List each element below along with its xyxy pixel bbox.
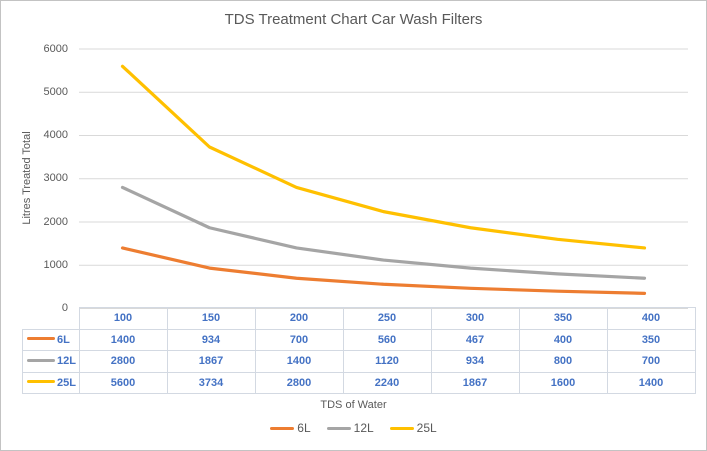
table-value-cell: 800 <box>518 350 608 373</box>
table-value-cell: 467 <box>430 328 520 351</box>
table-value-cell: 1400 <box>78 328 168 351</box>
series-name: 25L <box>57 376 76 389</box>
x-tick-label: 400 <box>606 307 696 330</box>
table-value-cell: 1600 <box>518 371 608 394</box>
legend-swatch-12L <box>326 426 351 430</box>
series-row-label: 25L <box>22 371 80 394</box>
table-value-cell: 934 <box>166 328 256 351</box>
series-line-12L <box>120 185 647 280</box>
table-value-cell: 1120 <box>342 350 432 373</box>
series-swatch-25L <box>27 380 55 384</box>
legend-label: 12L <box>353 421 374 435</box>
table-value-cell: 1400 <box>254 350 344 373</box>
table-row-25L: 25L 5600 3734 2800 2240 1867 1600 1400 <box>22 371 696 394</box>
x-tick-label: 150 <box>166 307 256 330</box>
legend-item-25L: 25L <box>389 421 437 435</box>
table-row-6L: 6L 1400 934 700 560 467 400 350 <box>22 328 696 351</box>
series-row-label: 12L <box>22 350 80 373</box>
legend-swatch-25L <box>389 426 414 430</box>
table-value-cell: 1867 <box>166 350 256 373</box>
y-tick-label: 2000 <box>43 215 68 228</box>
legend: 6L 12L 25L <box>1 421 706 435</box>
series-name: 6L <box>57 333 70 346</box>
legend-item-6L: 6L <box>270 421 311 435</box>
series-row-label: 6L <box>22 328 80 351</box>
legend-label: 25L <box>416 421 437 435</box>
y-tick-label: 6000 <box>43 42 68 55</box>
table-value-cell: 400 <box>518 328 608 351</box>
y-tick-label: 5000 <box>43 85 68 98</box>
data-table-grid: 100 150 200 250 300 350 400 6L 1400 934 700 560 467 4… <box>22 307 696 394</box>
legend-swatch-6L <box>270 426 295 430</box>
table-value-cell: 700 <box>606 350 696 373</box>
series-line-25L <box>120 64 647 250</box>
table-corner-cell <box>22 307 80 330</box>
table-value-cell: 5600 <box>78 371 168 394</box>
table-value-cell: 1400 <box>606 371 696 394</box>
x-tick-label: 350 <box>518 307 608 330</box>
series-line-6L <box>120 246 647 295</box>
table-row-12L: 12L 2800 1867 1400 1120 934 800 700 <box>22 350 696 373</box>
table-value-cell: 2800 <box>254 371 344 394</box>
legend-label: 6L <box>297 421 311 435</box>
table-value-cell: 2800 <box>78 350 168 373</box>
chart-data-table: 100 150 200 250 300 350 400 6L 1400 934 700 560 467 4… <box>22 307 696 394</box>
table-value-cell: 934 <box>430 350 520 373</box>
table-value-cell: 3734 <box>166 371 256 394</box>
series-swatch-6L <box>27 337 55 341</box>
x-tick-label: 200 <box>254 307 344 330</box>
x-tick-label: 250 <box>342 307 432 330</box>
series-swatch-12L <box>27 358 55 362</box>
table-value-cell: 350 <box>606 328 696 351</box>
series-name: 12L <box>57 355 76 368</box>
x-tick-label: 100 <box>78 307 168 330</box>
x-axis-title: TDS of Water <box>320 399 387 411</box>
y-tick-label: 4000 <box>43 129 68 141</box>
y-tick-label: 3000 <box>43 172 68 185</box>
table-value-cell: 1867 <box>430 371 520 394</box>
y-tick-label: 1000 <box>43 258 68 271</box>
x-tick-label: 300 <box>430 307 520 330</box>
chart-title: TDS Treatment Chart Car Wash Filters <box>224 11 483 28</box>
table-value-cell: 700 <box>254 328 344 351</box>
legend-item-12L: 12L <box>326 421 374 435</box>
table-value-cell: 560 <box>342 328 432 351</box>
table-value-cell: 2240 <box>342 371 432 394</box>
